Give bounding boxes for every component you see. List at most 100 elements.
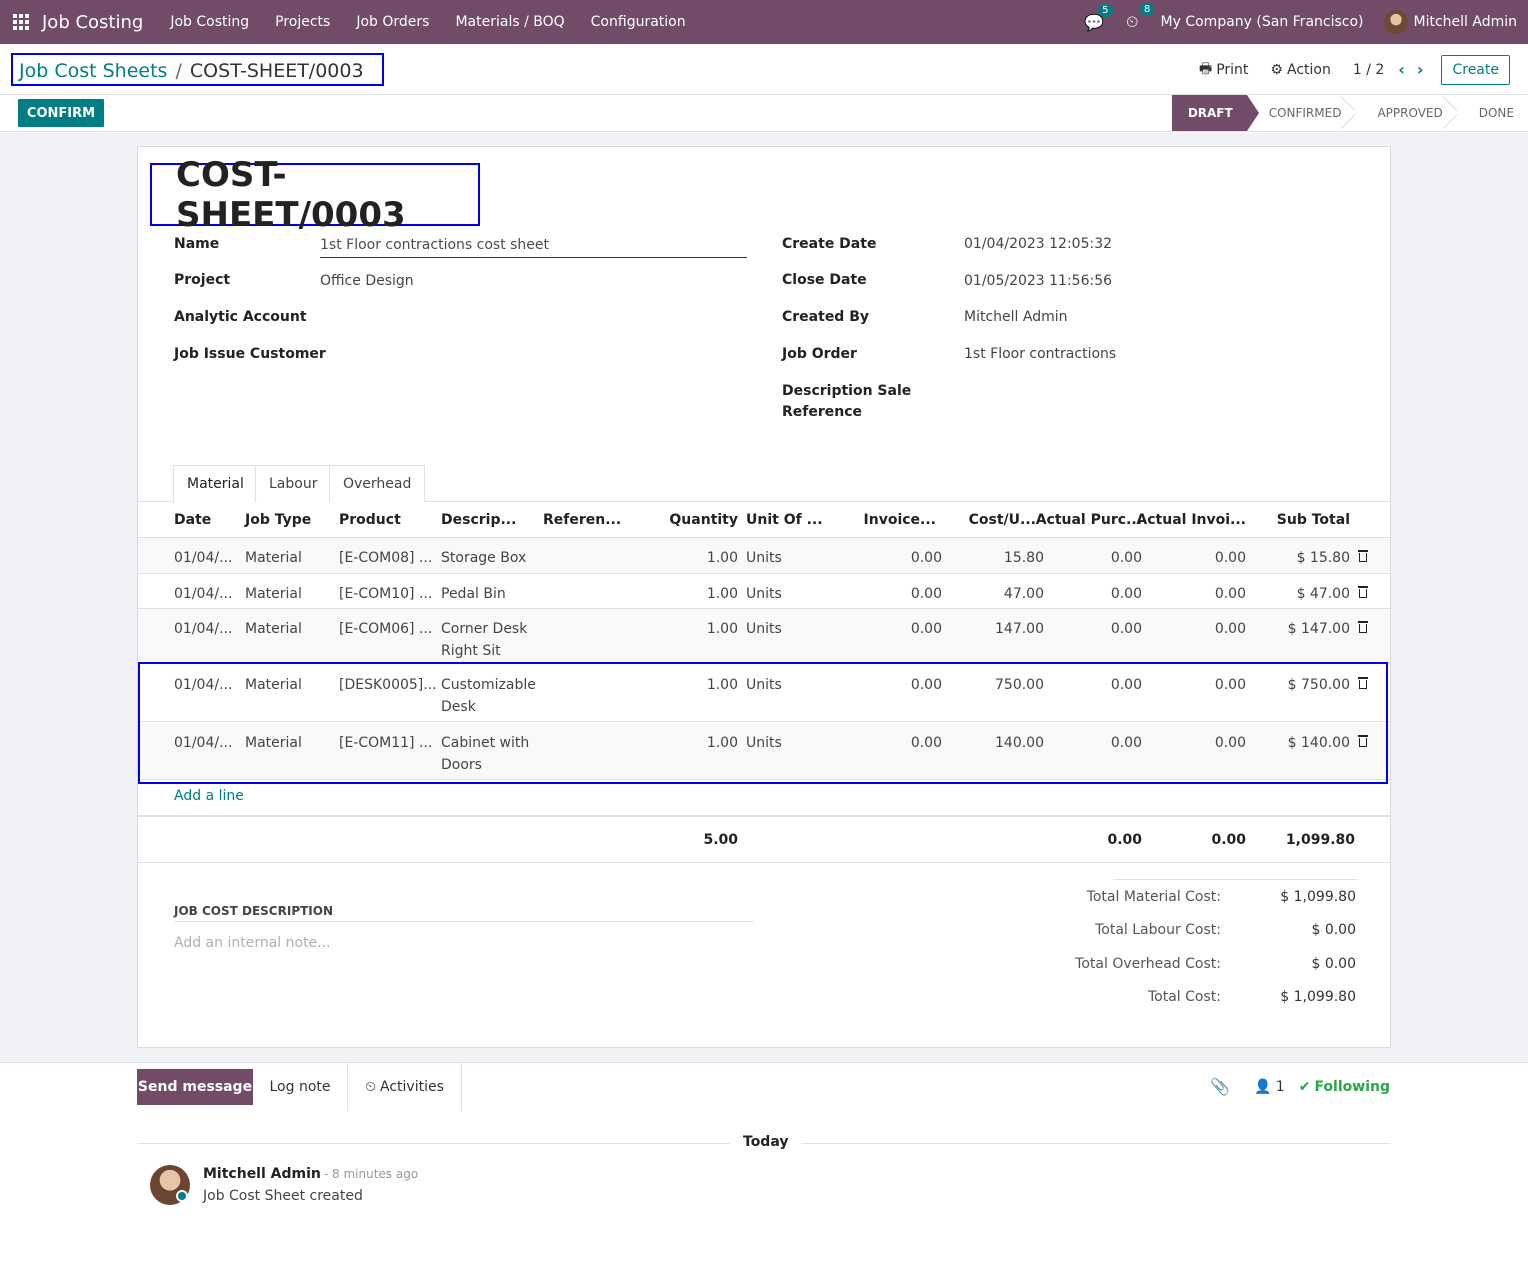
table-row[interactable]: 01/04/... Material [DESK0005]... Customizab…	[138, 665, 1390, 722]
menu-materials-boq[interactable]: Materials / BOQ	[455, 14, 565, 30]
menu-job-costing[interactable]: Job Costing	[170, 14, 250, 30]
col-actual-purchase[interactable]: Actual Purc...	[1035, 512, 1142, 528]
company-switcher[interactable]: My Company (San Francisco)	[1160, 14, 1364, 30]
pager-next-icon[interactable]: ›	[1416, 60, 1424, 79]
trash-icon[interactable]	[1358, 677, 1368, 689]
confirm-button[interactable]: CONFIRM	[18, 99, 104, 127]
trash-icon[interactable]	[1358, 586, 1368, 598]
tab-overhead[interactable]: Overhead	[329, 465, 426, 502]
cell-invoice[interactable]: 0.00	[910, 550, 942, 566]
cell-cost-unit[interactable]: 147.00	[995, 621, 1044, 637]
cell-invoice[interactable]: 0.00	[910, 677, 942, 693]
status-done[interactable]: DONE	[1456, 95, 1528, 131]
cell-job-type[interactable]: Material	[245, 621, 302, 637]
table-row[interactable]: 01/04/... Material [E-COM11] ... Cabinet wi…	[138, 723, 1390, 780]
cell-sub-total[interactable]: $ 147.00	[1287, 621, 1350, 637]
col-cost-unit[interactable]: Cost/U...	[968, 512, 1036, 528]
cell-sub-total[interactable]: $ 47.00	[1296, 586, 1350, 602]
menu-configuration[interactable]: Configuration	[590, 14, 686, 30]
cell-actual-purchase[interactable]: 0.00	[1110, 586, 1142, 602]
cell-actual-invoice[interactable]: 0.00	[1214, 550, 1246, 566]
close-date-field[interactable]: 01/05/2023 11:56:56	[964, 273, 1113, 289]
col-job-type[interactable]: Job Type	[245, 512, 312, 528]
print-button[interactable]: 🖶 Print	[1199, 58, 1248, 82]
cell-quantity[interactable]: 1.00	[706, 735, 738, 751]
cell-actual-invoice[interactable]: 0.00	[1214, 586, 1246, 602]
activities-button[interactable]: ⏲ Activities	[348, 1063, 462, 1111]
cell-product[interactable]: [E-COM11] ...	[339, 735, 433, 751]
cell-actual-purchase[interactable]: 0.00	[1110, 621, 1142, 637]
add-line-link[interactable]: Add a line	[174, 788, 244, 804]
cell-date[interactable]: 01/04/...	[174, 735, 233, 751]
project-field[interactable]: Office Design	[320, 273, 414, 289]
cell-product[interactable]: [E-COM06] ...	[339, 621, 433, 637]
cell-cost-unit[interactable]: 140.00	[995, 735, 1044, 751]
cell-product[interactable]: [DESK0005]...	[339, 677, 437, 693]
cell-job-type[interactable]: Material	[245, 735, 302, 751]
menu-job-orders[interactable]: Job Orders	[356, 14, 430, 30]
cell-invoice[interactable]: 0.00	[910, 735, 942, 751]
col-invoice[interactable]: Invoice...	[863, 512, 936, 528]
cell-date[interactable]: 01/04/...	[174, 677, 233, 693]
apps-menu-icon[interactable]	[13, 14, 29, 30]
cell-cost-unit[interactable]: 15.80	[1003, 550, 1044, 566]
cell-description[interactable]: Cabinet with Doors	[441, 735, 530, 773]
cell-date[interactable]: 01/04/...	[174, 550, 233, 566]
cell-quantity[interactable]: 1.00	[706, 677, 738, 693]
col-description[interactable]: Descrip...	[441, 512, 517, 528]
breadcrumb-job-cost-sheets[interactable]: Job Cost Sheets	[19, 59, 168, 82]
followers-button[interactable]: 👤 1	[1254, 1078, 1285, 1095]
col-sub-total[interactable]: Sub Total	[1276, 512, 1350, 528]
trash-icon[interactable]	[1358, 550, 1368, 562]
cell-date[interactable]: 01/04/...	[174, 586, 233, 602]
status-draft[interactable]: DRAFT	[1171, 95, 1259, 131]
cell-unit[interactable]: Units	[746, 621, 782, 637]
job-cost-description-input[interactable]: Add an internal note...	[174, 935, 331, 951]
cell-description[interactable]: Storage Box	[441, 550, 527, 566]
col-reference[interactable]: Referen...	[543, 512, 622, 528]
status-confirmed[interactable]: CONFIRMED	[1246, 95, 1356, 131]
trash-icon[interactable]	[1358, 735, 1368, 747]
paperclip-icon[interactable]: 📎	[1210, 1077, 1231, 1096]
cell-description[interactable]: Customizable Desk	[441, 677, 536, 715]
cell-sub-total[interactable]: $ 15.80	[1296, 550, 1350, 566]
created-by-field[interactable]: Mitchell Admin	[964, 309, 1068, 325]
log-note-button[interactable]: Log note	[253, 1063, 348, 1111]
cell-quantity[interactable]: 1.00	[706, 550, 738, 566]
col-actual-invoice[interactable]: Actual Invoi...	[1136, 512, 1246, 528]
cell-unit[interactable]: Units	[746, 550, 782, 566]
cell-description[interactable]: Pedal Bin	[441, 586, 506, 602]
status-approved[interactable]: APPROVED	[1355, 95, 1457, 131]
name-field[interactable]: 1st Floor contractions cost sheet	[320, 235, 747, 258]
cell-quantity[interactable]: 1.00	[706, 586, 738, 602]
cell-actual-purchase[interactable]: 0.00	[1110, 735, 1142, 751]
send-message-button[interactable]: Send message	[137, 1069, 253, 1105]
cell-unit[interactable]: Units	[746, 735, 782, 751]
cell-cost-unit[interactable]: 47.00	[1003, 586, 1044, 602]
col-date[interactable]: Date	[174, 512, 212, 528]
cell-job-type[interactable]: Material	[245, 677, 302, 693]
cell-job-type[interactable]: Material	[245, 586, 302, 602]
cell-actual-purchase[interactable]: 0.00	[1110, 550, 1142, 566]
cell-unit[interactable]: Units	[746, 677, 782, 693]
cell-actual-invoice[interactable]: 0.00	[1214, 735, 1246, 751]
cell-actual-purchase[interactable]: 0.00	[1110, 677, 1142, 693]
action-button[interactable]: ⚙ Action	[1270, 61, 1331, 78]
activities-systray[interactable]: ⏲ 8	[1126, 3, 1155, 32]
pager-value[interactable]: 1 / 2	[1352, 61, 1385, 78]
cell-product[interactable]: [E-COM10] ...	[339, 586, 433, 602]
table-row[interactable]: 01/04/... Material [E-COM06] ... Corner Des…	[138, 609, 1390, 664]
app-brand[interactable]: Job Costing	[42, 11, 144, 33]
table-row[interactable]: 01/04/... Material [E-COM08] ... Storage Bo…	[138, 538, 1390, 574]
table-row[interactable]: 01/04/... Material [E-COM10] ... Pedal Bin 1…	[138, 574, 1390, 609]
cell-invoice[interactable]: 0.00	[910, 586, 942, 602]
create-button[interactable]: Create	[1441, 54, 1510, 85]
cell-sub-total[interactable]: $ 140.00	[1287, 735, 1350, 751]
create-date-field[interactable]: 01/04/2023 12:05:32	[964, 236, 1113, 252]
trash-icon[interactable]	[1358, 621, 1368, 633]
cell-unit[interactable]: Units	[746, 586, 782, 602]
cell-actual-invoice[interactable]: 0.00	[1214, 677, 1246, 693]
col-quantity[interactable]: Quantity	[669, 512, 738, 528]
job-order-field[interactable]: 1st Floor contractions	[964, 346, 1117, 362]
messages-systray[interactable]: 💬 5	[1084, 3, 1113, 32]
